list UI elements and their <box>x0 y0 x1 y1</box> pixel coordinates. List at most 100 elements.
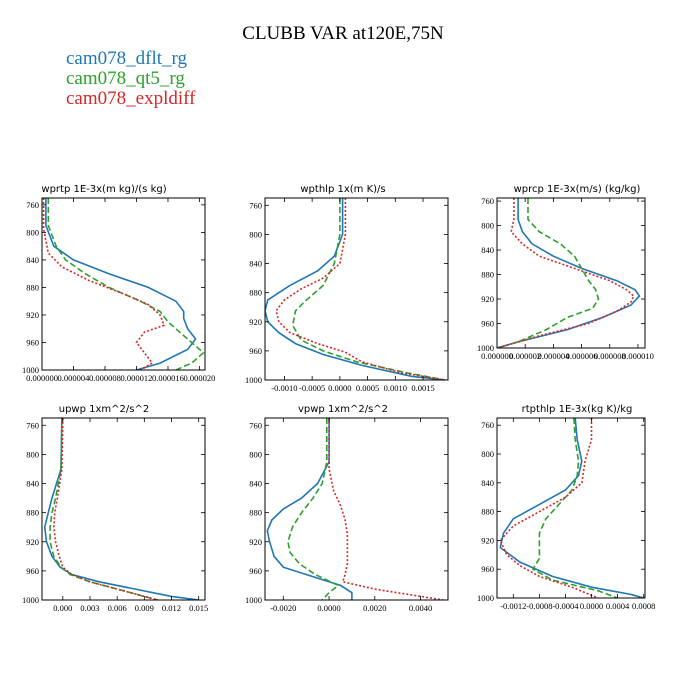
legend: cam078_dflt_rg cam078_qt5_rg cam078_expl… <box>66 48 196 109</box>
series-line-wprtp-dflt <box>45 198 197 370</box>
series-line-vpwp-qt5 <box>287 418 340 600</box>
y-tick-label-wprtp: 760 <box>26 200 39 210</box>
x-tick-label-rtpthlp: 0.0004 <box>606 601 630 611</box>
x-tick-label-wpthlp: -0.0010 <box>271 383 297 393</box>
x-tick-label-wprcp: 0.000002 <box>509 351 541 361</box>
series-line-wpthlp-dflt <box>265 198 446 380</box>
x-tick-label-vpwp: 0.0000 <box>317 603 340 613</box>
y-tick-label-wprcp: 760 <box>481 196 494 206</box>
x-tick-label-rtpthlp: -0.0008 <box>526 601 552 611</box>
panel-title-wpthlp: wpthlp 1x(m K)/s <box>300 184 385 195</box>
y-tick-label-vpwp: 840 <box>249 479 262 489</box>
y-tick-label-wprcp: 840 <box>481 245 494 255</box>
x-tick-label-wprcp: 0.000008 <box>594 351 626 361</box>
panel-rtpthlp: rtpthlp 1E-3x(kg K)/kg 760 800 840 880 920 96… <box>477 404 655 611</box>
y-tick-label-wpthlp: 920 <box>249 317 262 327</box>
panel-frame-rtpthlp <box>496 417 646 599</box>
x-tick-label-wprcp: 0.000006 <box>566 351 598 361</box>
legend-entry-qt5: cam078_qt5_rg <box>66 68 185 89</box>
panel-frame-wpthlp <box>264 197 449 381</box>
y-tick-label-wprcp: 800 <box>481 221 494 231</box>
y-tick-label-upwp: 840 <box>26 479 39 489</box>
panel-frame-upwp <box>41 417 206 601</box>
y-tick-label-rtpthlp: 880 <box>481 507 494 517</box>
y-tick-label-vpwp: 920 <box>249 537 262 547</box>
y-tick-label-wprtp: 880 <box>26 282 39 292</box>
y-tick-label-upwp: 920 <box>26 537 39 547</box>
series-line-wpthlp-expldiff <box>275 198 446 380</box>
y-tick-label-upwp: 960 <box>26 566 39 576</box>
panel-title-upwp: upwp 1xm^2/s^2 <box>59 404 149 415</box>
series-line-wprtp-qt5 <box>47 198 205 370</box>
x-tick-label-upwp: 0.012 <box>162 603 181 613</box>
y-tick-label-vpwp: 760 <box>249 420 262 430</box>
y-tick-label-upwp: 800 <box>26 449 39 459</box>
series-line-wprtp-expldiff <box>42 198 166 370</box>
series-line-rtpthlp-qt5 <box>531 418 618 598</box>
y-tick-label-rtpthlp: 800 <box>481 449 494 459</box>
series-line-wprcp-qt5 <box>497 198 600 348</box>
x-tick-label-wprtp: 0.000008 <box>89 373 121 383</box>
panel-wprtp: wprtp 1E-3x(m kg)/(s kg) 760 800 840 880 920… <box>22 184 215 383</box>
panel-frame-wprcp <box>496 197 646 349</box>
legend-entry-expldiff: cam078_expldiff <box>66 88 196 109</box>
series-line-wprcp-expldiff <box>497 198 635 348</box>
y-tick-label-wpthlp: 840 <box>249 259 262 269</box>
series-line-upwp-dflt <box>43 418 199 600</box>
panel-vpwp: vpwp 1xm^2/s^2 760 800 840 880 920 960 1000 -0.… <box>245 404 449 613</box>
panel-frame-vpwp <box>264 417 449 601</box>
series-line-vpwp-expldiff <box>328 418 444 600</box>
y-tick-label-upwp: 1000 <box>22 595 39 605</box>
series-line-wpthlp-qt5 <box>291 198 446 380</box>
y-tick-label-vpwp: 880 <box>249 508 262 518</box>
y-tick-label-wprtp: 800 <box>26 227 39 237</box>
y-tick-label-upwp: 760 <box>26 420 39 430</box>
y-tick-label-rtpthlp: 760 <box>481 420 494 430</box>
y-tick-label-wprcp: 1000 <box>477 343 494 353</box>
x-tick-label-wpthlp: 0.0010 <box>384 383 407 393</box>
y-tick-label-wpthlp: 880 <box>249 288 262 298</box>
series-line-vpwp-dflt <box>266 418 353 600</box>
x-tick-label-wprtp: 0.000020 <box>184 373 216 383</box>
x-tick-label-rtpthlp: -0.0012 <box>500 601 526 611</box>
x-tick-label-wprcp: 0.000010 <box>622 351 654 361</box>
x-tick-label-upwp: 0.000 <box>53 603 72 613</box>
x-tick-label-upwp: 0.015 <box>189 603 208 613</box>
y-tick-label-wprcp: 880 <box>481 270 494 280</box>
x-tick-label-wprtp: 0.000016 <box>152 373 184 383</box>
y-tick-label-wprtp: 920 <box>26 310 39 320</box>
y-tick-label-vpwp: 1000 <box>245 595 262 605</box>
figure-title: CLUBB VAR at120E,75N <box>242 23 444 44</box>
series-line-rtpthlp-dflt <box>499 418 644 598</box>
x-tick-label-upwp: 0.003 <box>80 603 99 613</box>
x-tick-label-wprtp: 0.000004 <box>58 373 91 383</box>
x-tick-label-vpwp: 0.0040 <box>409 603 432 613</box>
y-tick-label-wprtp: 960 <box>26 337 39 347</box>
panel-upwp: upwp 1xm^2/s^2 760 800 840 880 920 960 1000 0.0… <box>22 404 208 613</box>
panel-title-wprtp: wprtp 1E-3x(m kg)/(s kg) <box>41 184 166 195</box>
y-tick-label-wprtp: 840 <box>26 255 39 265</box>
y-tick-label-wprcp: 920 <box>481 294 494 304</box>
y-tick-label-wpthlp: 1000 <box>245 375 262 385</box>
y-tick-label-upwp: 880 <box>26 508 39 518</box>
panel-frame-wprtp <box>41 197 206 371</box>
x-tick-label-wpthlp: -0.0005 <box>299 383 325 393</box>
x-tick-label-rtpthlp: 0.0000 <box>580 601 603 611</box>
panel-title-rtpthlp: rtpthlp 1E-3x(kg K)/kg <box>522 404 633 415</box>
x-tick-label-vpwp: -0.0020 <box>270 603 296 613</box>
panel-wprcp: wprcp 1E-3x(m/s) (kg/kg) 760 800 840 880 920… <box>477 184 654 361</box>
y-tick-label-rtpthlp: 1000 <box>477 593 494 603</box>
y-tick-label-wprtp: 1000 <box>22 365 39 375</box>
x-tick-label-wpthlp: 0.0000 <box>328 383 351 393</box>
y-tick-label-rtpthlp: 920 <box>481 535 494 545</box>
y-tick-label-rtpthlp: 960 <box>481 564 494 574</box>
y-tick-label-vpwp: 960 <box>249 566 262 576</box>
x-tick-label-rtpthlp: 0.0008 <box>632 601 655 611</box>
x-tick-label-upwp: 0.006 <box>108 603 127 613</box>
panel-wpthlp: wpthlp 1x(m K)/s 7608008408809209601000-… <box>245 184 449 393</box>
legend-entry-dflt: cam078_dflt_rg <box>66 48 188 69</box>
x-tick-label-wprtp: 0.000000 <box>26 373 58 383</box>
y-tick-label-wpthlp: 800 <box>249 229 262 239</box>
x-tick-label-vpwp: 0.0020 <box>363 603 386 613</box>
x-tick-label-wprcp: 0.000000 <box>481 351 513 361</box>
